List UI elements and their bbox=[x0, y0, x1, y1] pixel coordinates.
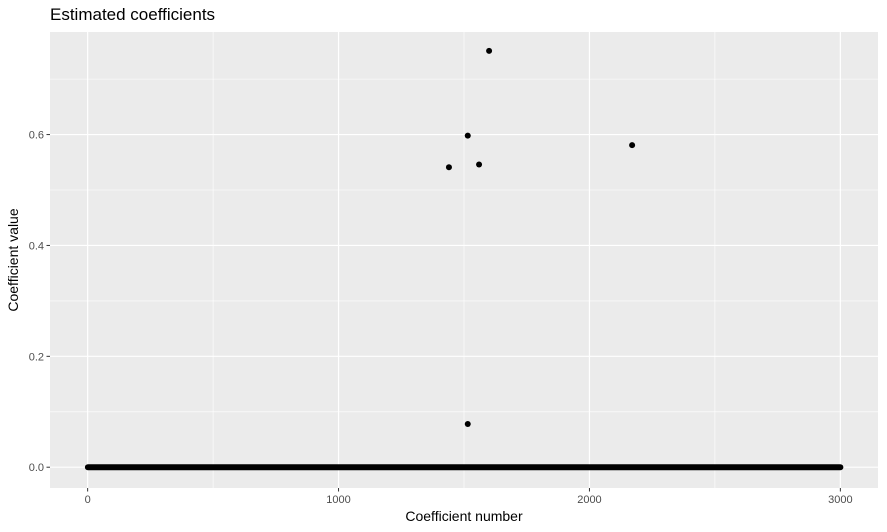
x-tick-label: 0 bbox=[85, 494, 91, 506]
x-tick-label: 1000 bbox=[326, 494, 350, 506]
data-point bbox=[445, 164, 452, 171]
y-tick-label: 0.0 bbox=[29, 462, 44, 474]
y-tick-label: 0.4 bbox=[29, 240, 44, 252]
x-tick-label: 2000 bbox=[577, 494, 601, 506]
data-point bbox=[464, 132, 471, 139]
x-axis-title: Coefficient number bbox=[405, 508, 523, 524]
nonzero-coefficient-points bbox=[445, 47, 636, 427]
data-point bbox=[486, 47, 493, 54]
data-point bbox=[464, 420, 471, 427]
y-tick-label: 0.2 bbox=[29, 351, 44, 363]
x-tick-label: 3000 bbox=[828, 494, 852, 506]
data-point bbox=[476, 161, 483, 168]
data-point bbox=[629, 142, 636, 149]
y-tick-label: 0.6 bbox=[29, 130, 44, 142]
y-axis: 0.0 0.2 0.4 0.6 bbox=[29, 130, 50, 474]
minor-gridlines bbox=[50, 32, 878, 488]
y-axis-title: Coefficient value bbox=[5, 208, 21, 311]
x-axis: 0 1000 2000 3000 bbox=[85, 488, 853, 506]
chart-title: Estimated coefficients bbox=[50, 5, 215, 24]
